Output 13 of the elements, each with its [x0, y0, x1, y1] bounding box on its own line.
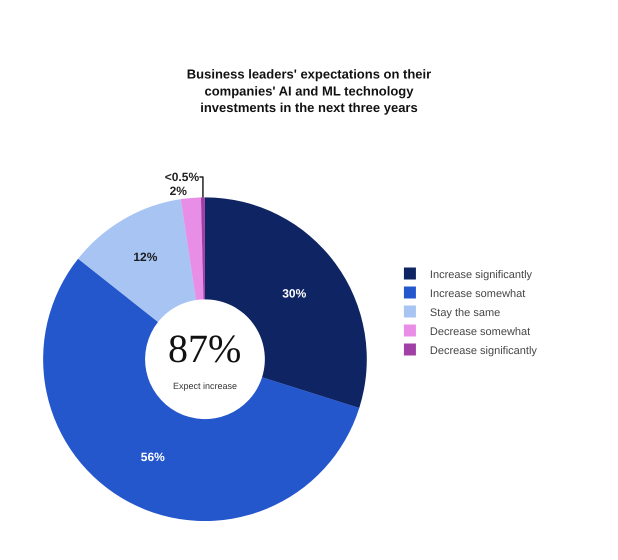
legend-label: Decrease somewhat: [430, 326, 530, 338]
data-label: 30%: [282, 286, 307, 301]
legend-label: Decrease significantly: [430, 344, 538, 357]
legend-label: Stay the same: [430, 306, 500, 319]
text: Expect increase: [173, 381, 238, 391]
legend-label: Increase significantly: [430, 268, 533, 281]
data-label: 12%: [133, 250, 158, 264]
chart-title: Business leaders' expectations on their companies' AI and ML technology investments in the next three years: [186, 66, 432, 116]
data-label: 56%: [140, 450, 166, 464]
text: 87%: [168, 326, 242, 371]
legend-label: Increase somewhat: [430, 288, 526, 300]
data-label: <0.5%: [164, 170, 200, 184]
data-label: 2%: [170, 184, 188, 198]
